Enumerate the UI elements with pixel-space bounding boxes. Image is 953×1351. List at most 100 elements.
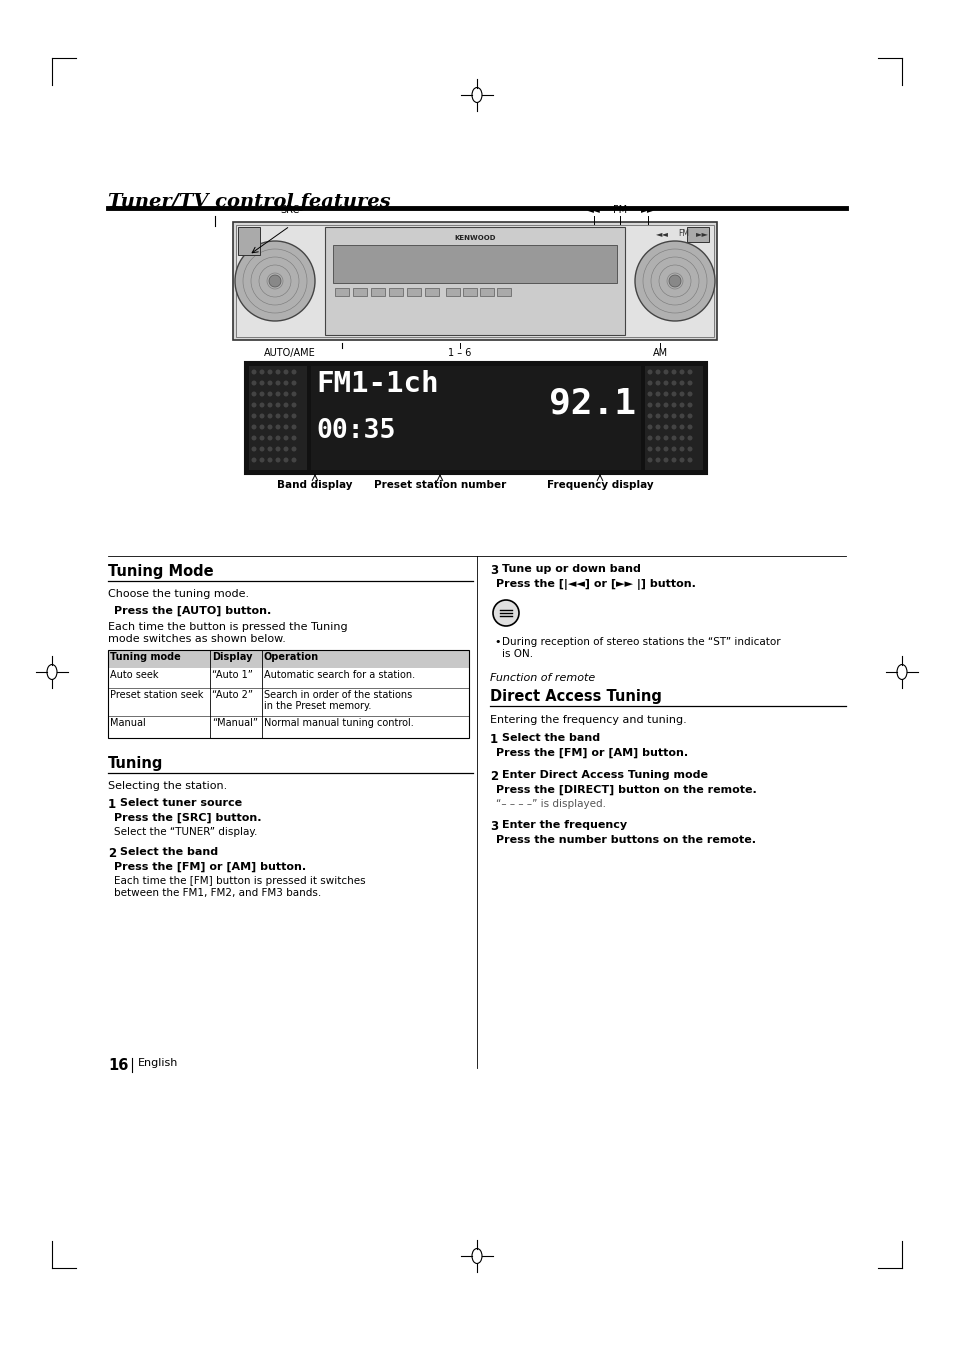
Circle shape — [283, 392, 288, 396]
Text: ►►: ►► — [640, 205, 654, 215]
Circle shape — [259, 413, 264, 419]
Circle shape — [679, 424, 684, 430]
Text: Normal manual tuning control.: Normal manual tuning control. — [264, 717, 414, 728]
Circle shape — [259, 381, 264, 385]
Circle shape — [283, 458, 288, 462]
Text: Tuning: Tuning — [108, 757, 163, 771]
Text: Automatic search for a station.: Automatic search for a station. — [264, 670, 415, 680]
Text: Band display: Band display — [277, 480, 353, 490]
Text: Press the [|◄◄] or [►► |] button.: Press the [|◄◄] or [►► |] button. — [496, 580, 695, 590]
Text: Selecting the station.: Selecting the station. — [108, 781, 227, 790]
Circle shape — [679, 392, 684, 396]
Circle shape — [687, 403, 692, 408]
Circle shape — [662, 424, 668, 430]
Text: Auto seek: Auto seek — [110, 670, 158, 680]
Circle shape — [283, 424, 288, 430]
Bar — [333, 245, 617, 282]
Circle shape — [292, 424, 296, 430]
Circle shape — [671, 458, 676, 462]
Circle shape — [655, 403, 659, 408]
Circle shape — [275, 403, 280, 408]
Text: Preset station number: Preset station number — [374, 480, 506, 490]
Circle shape — [283, 446, 288, 451]
Circle shape — [679, 446, 684, 451]
Circle shape — [662, 446, 668, 451]
Text: is ON.: is ON. — [501, 648, 533, 659]
Circle shape — [671, 370, 676, 374]
Circle shape — [283, 370, 288, 374]
Circle shape — [252, 446, 256, 451]
Circle shape — [679, 403, 684, 408]
Circle shape — [275, 424, 280, 430]
Circle shape — [655, 392, 659, 396]
Text: ►►: ►► — [695, 230, 708, 238]
Circle shape — [679, 458, 684, 462]
Circle shape — [493, 600, 518, 626]
Circle shape — [671, 381, 676, 385]
Circle shape — [655, 458, 659, 462]
Circle shape — [655, 446, 659, 451]
Circle shape — [292, 370, 296, 374]
Text: Press the number buttons on the remote.: Press the number buttons on the remote. — [496, 835, 755, 844]
Circle shape — [687, 458, 692, 462]
Circle shape — [267, 403, 273, 408]
Text: Direct Access Tuning: Direct Access Tuning — [490, 689, 661, 704]
Circle shape — [671, 446, 676, 451]
Bar — [462, 288, 476, 296]
Circle shape — [662, 381, 668, 385]
Text: Tuning mode: Tuning mode — [110, 653, 180, 662]
Circle shape — [687, 435, 692, 440]
Text: “Auto 2”: “Auto 2” — [212, 690, 253, 700]
Text: AUTO/AME: AUTO/AME — [264, 349, 315, 358]
Text: 3: 3 — [490, 563, 497, 577]
Bar — [497, 288, 511, 296]
Text: SRC: SRC — [280, 205, 299, 215]
Circle shape — [647, 413, 652, 419]
Bar — [233, 222, 717, 340]
Circle shape — [647, 370, 652, 374]
Circle shape — [234, 240, 314, 322]
Circle shape — [283, 403, 288, 408]
Circle shape — [662, 392, 668, 396]
Circle shape — [679, 435, 684, 440]
Circle shape — [267, 392, 273, 396]
Circle shape — [252, 392, 256, 396]
Text: 16: 16 — [108, 1058, 129, 1073]
Bar — [686, 227, 708, 242]
Text: Press the [DIRECT] button on the remote.: Press the [DIRECT] button on the remote. — [496, 785, 756, 796]
Circle shape — [647, 392, 652, 396]
Text: 1: 1 — [490, 734, 497, 746]
Circle shape — [252, 403, 256, 408]
Circle shape — [687, 424, 692, 430]
Text: “Auto 1”: “Auto 1” — [212, 670, 253, 680]
Circle shape — [655, 413, 659, 419]
Circle shape — [292, 446, 296, 451]
Text: KENWOOD: KENWOOD — [454, 235, 496, 240]
Bar — [245, 362, 706, 474]
Text: During reception of stereo stations the “ST” indicator: During reception of stereo stations the … — [501, 638, 780, 647]
Circle shape — [671, 403, 676, 408]
Text: Entering the frequency and tuning.: Entering the frequency and tuning. — [490, 715, 686, 725]
Circle shape — [267, 381, 273, 385]
Circle shape — [662, 403, 668, 408]
Circle shape — [671, 392, 676, 396]
Circle shape — [679, 370, 684, 374]
Circle shape — [662, 413, 668, 419]
Circle shape — [283, 413, 288, 419]
Circle shape — [655, 424, 659, 430]
Circle shape — [267, 458, 273, 462]
Circle shape — [655, 370, 659, 374]
Circle shape — [267, 446, 273, 451]
Circle shape — [647, 424, 652, 430]
Circle shape — [671, 435, 676, 440]
Text: Frequency display: Frequency display — [546, 480, 653, 490]
Circle shape — [252, 458, 256, 462]
Text: between the FM1, FM2, and FM3 bands.: between the FM1, FM2, and FM3 bands. — [113, 888, 321, 898]
Circle shape — [679, 381, 684, 385]
Bar — [424, 288, 438, 296]
Text: in the Preset memory.: in the Preset memory. — [264, 701, 371, 711]
Text: Press the [FM] or [AM] button.: Press the [FM] or [AM] button. — [496, 748, 687, 758]
Bar — [237, 227, 260, 255]
Circle shape — [259, 435, 264, 440]
Circle shape — [267, 435, 273, 440]
